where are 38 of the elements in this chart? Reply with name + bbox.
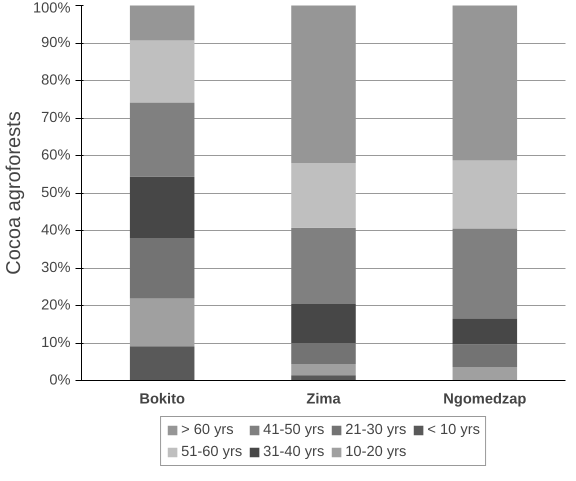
legend-label: 41-50 yrs [263,422,324,438]
bar [130,102,194,177]
legend-label: > 60 yrs [181,422,234,438]
bar [452,318,518,344]
bar [452,228,518,319]
bar [452,160,518,229]
legend-label: < 10 yrs [427,422,480,438]
legend-label: 10-20 yrs [345,444,406,460]
bar [291,228,356,304]
bar [130,346,194,380]
bar [452,344,518,367]
legend-label: 21-30 yrs [345,422,406,438]
y-axis-title: Cocoa agroforests [3,111,26,275]
y-tick-label: 60% [41,148,71,164]
y-tick-label: 40% [41,222,71,238]
bar [130,40,194,103]
y-tick-label: 50% [41,185,71,201]
bar [130,6,194,40]
bar [291,163,356,228]
x-tick-label: Zima [306,392,342,408]
y-tick-label: 0% [49,372,71,388]
legend-label: 31-40 yrs [263,444,324,460]
bar [291,343,356,364]
x-tick-label: Ngomedzap [443,392,526,408]
bar [130,238,194,298]
y-tick-label: 30% [41,260,71,276]
y-tick-label: 10% [41,335,71,351]
legend-label: 51-60 yrs [181,444,242,460]
x-tick-label: Bokito [139,392,186,408]
y-tick-label: 100% [33,0,71,16]
bar [452,367,518,380]
bar [291,364,356,376]
y-tick-label: 20% [41,298,71,314]
y-tick-label: 90% [41,35,71,51]
bar [130,176,194,238]
bar [291,304,356,343]
y-tick-label: 80% [41,72,71,88]
y-tick-label: 70% [41,110,71,126]
